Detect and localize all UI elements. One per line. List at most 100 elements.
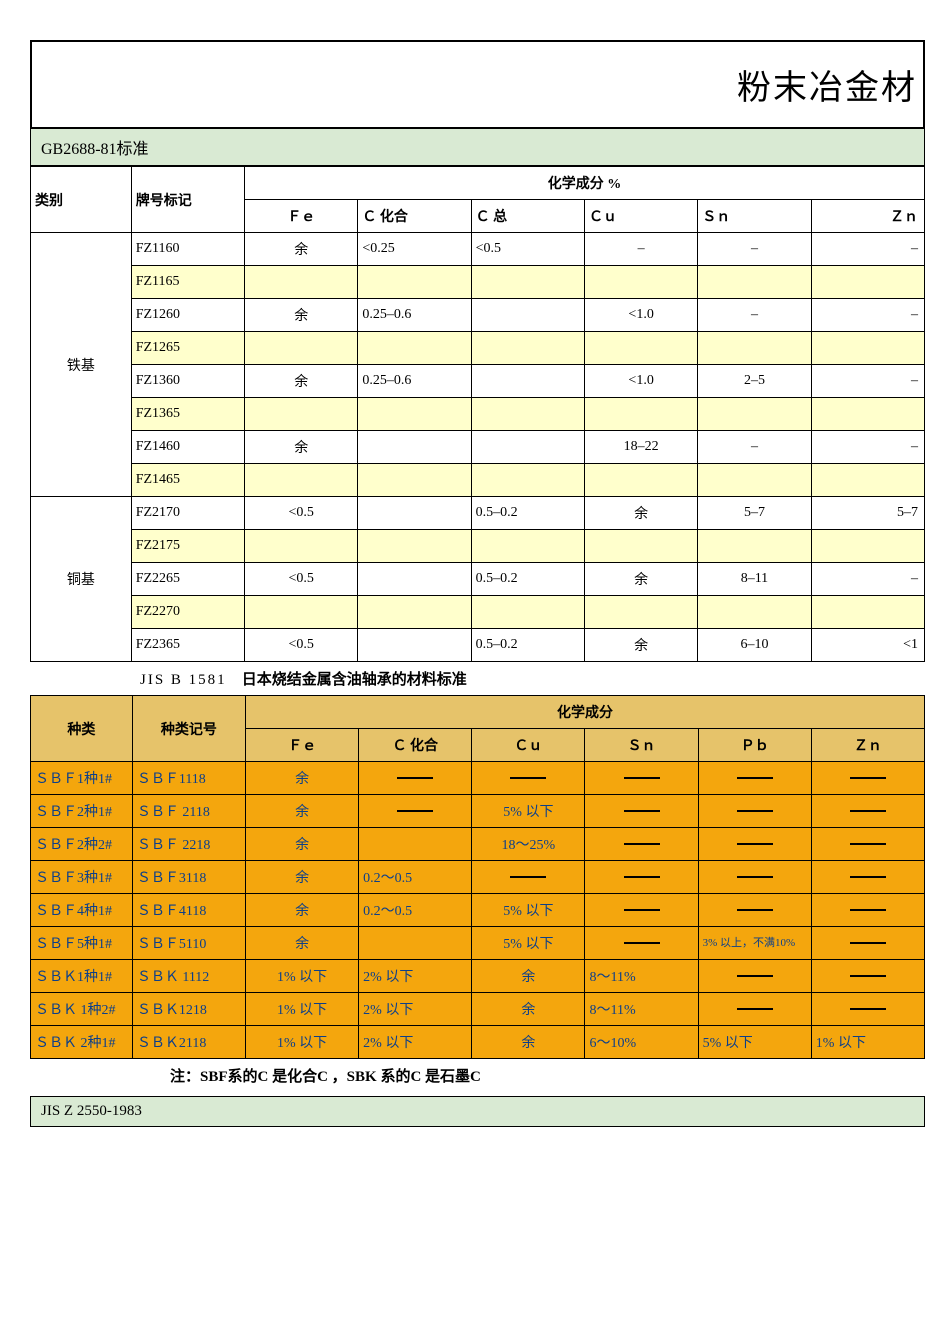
dash-icon xyxy=(624,843,660,845)
data-cell xyxy=(358,464,471,497)
data-cell: – xyxy=(698,299,811,332)
data-cell xyxy=(698,762,811,795)
data-cell: 余 xyxy=(246,894,359,927)
data-cell: 余 xyxy=(246,927,359,960)
data-cell: – xyxy=(811,431,924,464)
data-cell xyxy=(245,464,358,497)
dash-icon xyxy=(624,876,660,878)
t2-col-pb: Ｐｂ xyxy=(698,729,811,762)
table-row: ＳＢＫ1种1#ＳＢＫ 11121% 以下2% 以下余8～11% xyxy=(31,960,925,993)
data-cell: 0.25–0.6 xyxy=(358,299,471,332)
data-cell: 5–7 xyxy=(811,497,924,530)
data-cell xyxy=(698,993,811,1026)
data-cell xyxy=(698,960,811,993)
data-cell xyxy=(471,299,584,332)
data-cell: 5–7 xyxy=(698,497,811,530)
data-cell: 3% 以上，不满10% xyxy=(698,927,811,960)
dash-icon xyxy=(737,909,773,911)
category-cell: 铁基 xyxy=(31,233,132,497)
data-cell xyxy=(698,828,811,861)
table-gb2688: 类别 牌号标记 化学成分 % Ｆｅ Ｃ 化合 Ｃ 总 Ｃｕ Ｓｎ Ｚｎ 铁基FZ… xyxy=(30,166,925,662)
data-cell: 2–5 xyxy=(698,365,811,398)
dash-icon xyxy=(510,777,546,779)
t1-col-fe: Ｆｅ xyxy=(245,200,358,233)
dash-icon xyxy=(850,876,886,878)
kind-cell: ＳＢＦ5种1# xyxy=(31,927,133,960)
dash-icon xyxy=(624,942,660,944)
data-cell: 8～11% xyxy=(585,993,698,1026)
data-cell: 0.25–0.6 xyxy=(358,365,471,398)
data-cell: – xyxy=(698,233,811,266)
data-cell xyxy=(358,266,471,299)
title-text: 粉末冶金材 xyxy=(737,70,923,107)
data-cell xyxy=(358,497,471,530)
data-cell: 1% 以下 xyxy=(246,960,359,993)
dash-icon xyxy=(737,810,773,812)
data-cell xyxy=(698,332,811,365)
data-cell xyxy=(358,431,471,464)
data-cell xyxy=(585,894,698,927)
data-cell xyxy=(811,762,924,795)
data-cell: – xyxy=(811,563,924,596)
table-row: FZ2270 xyxy=(31,596,925,629)
data-cell xyxy=(471,266,584,299)
table2-body: ＳＢＦ1种1#ＳＢＦ1118余ＳＢＦ2种1#ＳＢＦ 2118余5% 以下ＳＢＦ2… xyxy=(31,762,925,1059)
data-cell: 余 xyxy=(246,828,359,861)
data-cell xyxy=(584,464,697,497)
data-cell xyxy=(245,398,358,431)
table2-head: 种类 种类记号 化学成分 Ｆｅ Ｃ 化合 Ｃｕ Ｓｎ Ｐｂ Ｚｎ xyxy=(31,696,925,762)
data-cell xyxy=(811,828,924,861)
data-cell: <0.5 xyxy=(245,497,358,530)
data-cell xyxy=(698,596,811,629)
data-cell xyxy=(584,398,697,431)
table-row: ＳＢＦ2种2#ＳＢＦ 2218余18～25% xyxy=(31,828,925,861)
data-cell: 6–10 xyxy=(698,629,811,662)
data-cell: 6～10% xyxy=(585,1026,698,1059)
data-cell xyxy=(245,266,358,299)
data-cell xyxy=(811,960,924,993)
data-cell xyxy=(358,332,471,365)
table-row: 铜基FZ2170<0.50.5–0.2余5–75–7 xyxy=(31,497,925,530)
jis-label: JIS B 1581 xyxy=(140,672,227,688)
data-cell xyxy=(585,828,698,861)
data-cell xyxy=(698,861,811,894)
table-row: FZ2175 xyxy=(31,530,925,563)
data-cell xyxy=(471,365,584,398)
data-cell: 2% 以下 xyxy=(359,960,472,993)
t1-col-c2: Ｃ 总 xyxy=(471,200,584,233)
data-cell xyxy=(698,530,811,563)
code-cell: ＳＢＦ 2118 xyxy=(132,795,245,828)
t1-col-sn: Ｓｎ xyxy=(698,200,811,233)
data-cell xyxy=(471,431,584,464)
mark-cell: FZ2175 xyxy=(131,530,244,563)
data-cell xyxy=(811,894,924,927)
data-cell xyxy=(359,762,472,795)
data-cell: 0.2～0.5 xyxy=(359,894,472,927)
data-cell xyxy=(358,629,471,662)
dash-icon xyxy=(624,909,660,911)
data-cell: <0.5 xyxy=(471,233,584,266)
dash-icon xyxy=(850,909,886,911)
data-cell xyxy=(811,927,924,960)
t2-col-zn: Ｚｎ xyxy=(811,729,924,762)
data-cell xyxy=(584,596,697,629)
data-cell xyxy=(245,530,358,563)
data-cell xyxy=(471,464,584,497)
data-cell xyxy=(358,563,471,596)
data-cell xyxy=(811,861,924,894)
dash-icon xyxy=(624,810,660,812)
data-cell xyxy=(359,795,472,828)
code-cell: ＳＢＦ5110 xyxy=(132,927,245,960)
table-row: ＳＢＫ 2种1#ＳＢＫ21181% 以下2% 以下余6～10%5% 以下1% 以… xyxy=(31,1026,925,1059)
data-cell: 8～11% xyxy=(585,960,698,993)
data-cell xyxy=(585,861,698,894)
dash-icon xyxy=(850,975,886,977)
dash-icon xyxy=(624,777,660,779)
dash-icon xyxy=(737,876,773,878)
kind-cell: ＳＢＦ2种2# xyxy=(31,828,133,861)
dash-icon xyxy=(850,843,886,845)
data-cell xyxy=(811,266,924,299)
data-cell: 5% 以下 xyxy=(698,1026,811,1059)
mark-cell: FZ1165 xyxy=(131,266,244,299)
kind-cell: ＳＢＫ 1种2# xyxy=(31,993,133,1026)
